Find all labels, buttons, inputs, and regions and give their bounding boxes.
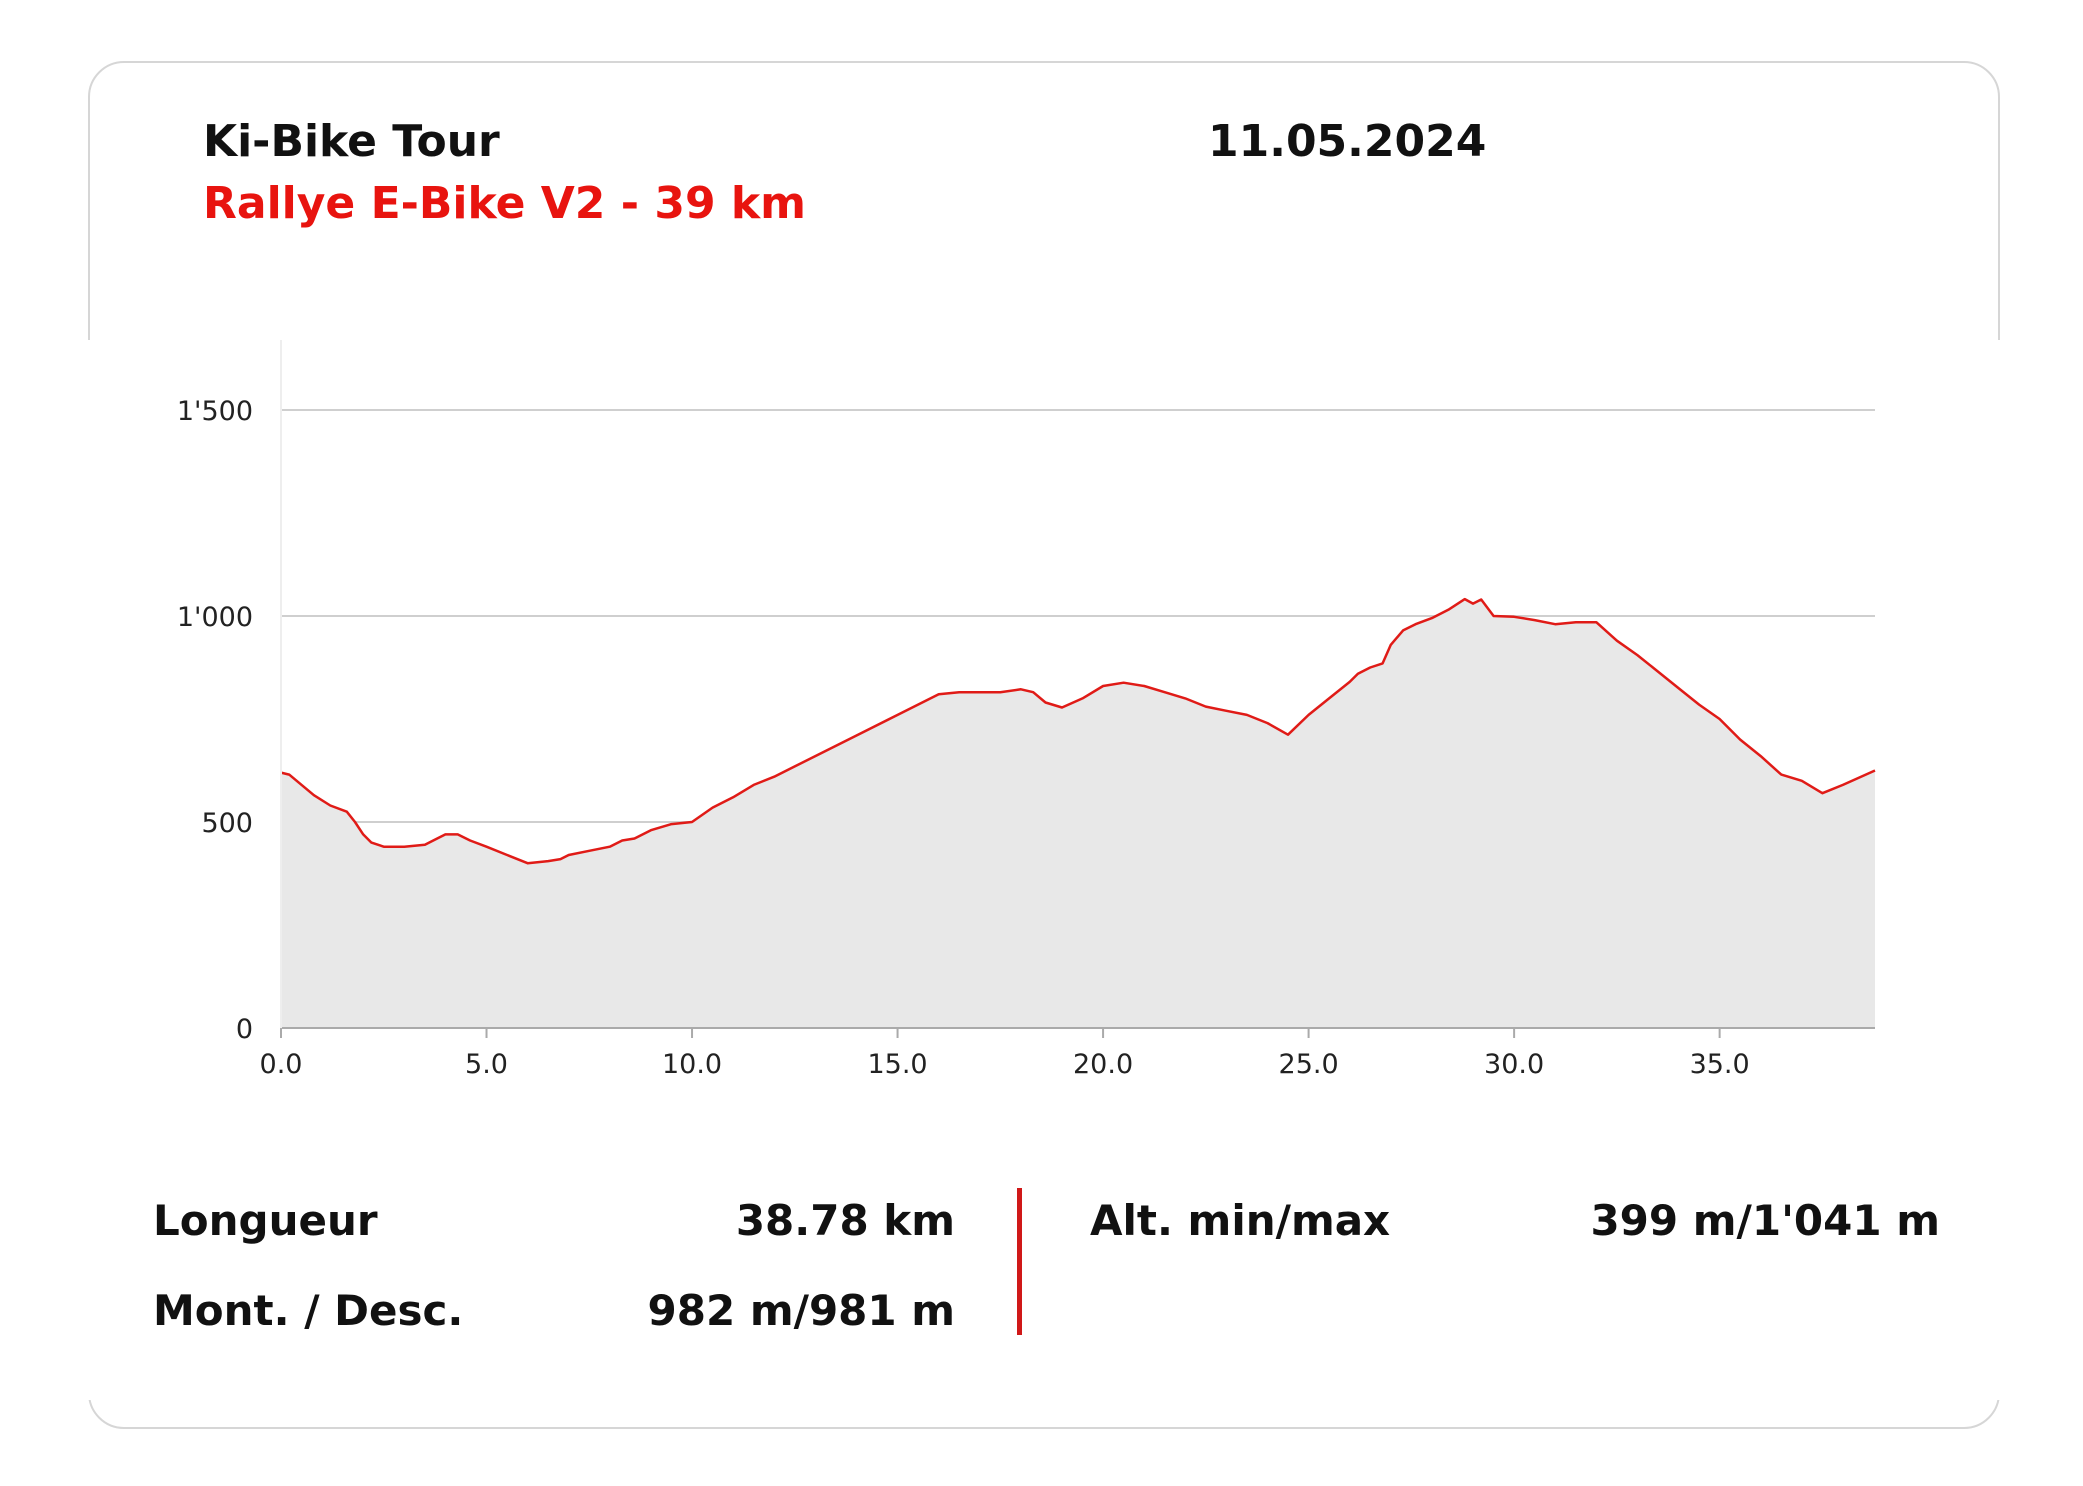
x-tick-label: 5.0	[465, 1049, 508, 1080]
x-tick-label: 30.0	[1484, 1049, 1544, 1080]
altitude-label: Alt. min/max	[1090, 1196, 1391, 1245]
climb-label: Mont. / Desc.	[153, 1286, 464, 1335]
length-label: Longueur	[153, 1196, 378, 1245]
x-tick-label: 10.0	[662, 1049, 722, 1080]
tour-title: Ki-Bike Tour	[203, 116, 500, 167]
y-tick-label: 1'500	[177, 396, 253, 427]
y-tick-label: 500	[201, 808, 253, 839]
elevation-area	[281, 599, 1875, 1028]
x-tick-label: 0.0	[260, 1049, 303, 1080]
elevation-line	[280, 597, 1876, 865]
stats-divider	[1017, 1188, 1022, 1335]
y-tick-label: 1'000	[177, 602, 253, 633]
x-tick-label: 15.0	[867, 1049, 927, 1080]
x-tick-label: 25.0	[1279, 1049, 1339, 1080]
x-tick-label: 35.0	[1690, 1049, 1750, 1080]
y-tick-label: 0	[236, 1014, 253, 1045]
route-subtitle: Rallye E-Bike V2 - 39 km	[203, 178, 806, 229]
climb-value: 982 m/981 m	[647, 1286, 955, 1335]
length-value: 38.78 km	[735, 1196, 955, 1245]
altitude-value: 399 m/1'041 m	[1590, 1196, 1940, 1245]
x-tick-label: 20.0	[1073, 1049, 1133, 1080]
tour-date: 11.05.2024	[1208, 116, 1487, 167]
